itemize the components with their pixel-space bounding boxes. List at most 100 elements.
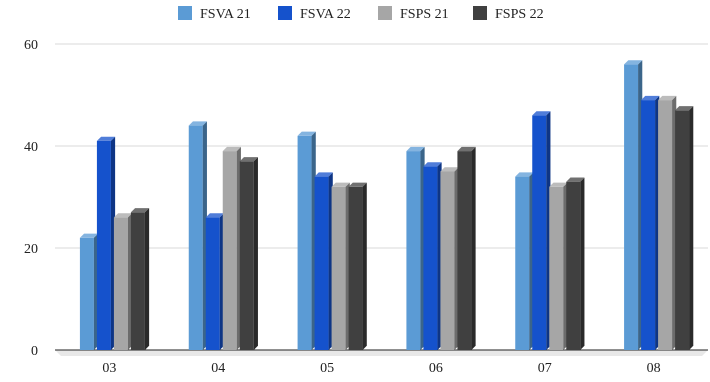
x-tick-label: 07 xyxy=(538,361,552,376)
bar xyxy=(515,172,534,350)
bar-top xyxy=(205,213,224,218)
bar-front xyxy=(406,151,421,350)
bar xyxy=(549,182,568,350)
bar-top xyxy=(406,146,425,152)
legend-swatch xyxy=(473,6,487,20)
bar-front xyxy=(624,64,639,351)
bar xyxy=(348,182,367,350)
bar-front xyxy=(348,186,363,350)
bar-top xyxy=(331,182,350,187)
bar xyxy=(79,233,99,350)
bar-top xyxy=(566,177,585,182)
bar-top xyxy=(549,182,568,187)
bar-front xyxy=(314,176,329,350)
bar-side xyxy=(471,146,476,350)
bar-side xyxy=(689,106,694,350)
bar-top xyxy=(348,182,367,187)
x-tick-label: 05 xyxy=(320,361,334,376)
bar-side xyxy=(580,177,585,350)
bar-front xyxy=(566,181,581,350)
legend-swatch xyxy=(378,6,392,20)
bar xyxy=(566,177,585,350)
bar xyxy=(188,121,207,351)
bar-front xyxy=(297,135,312,350)
bar-side xyxy=(253,157,258,350)
bar-top xyxy=(675,106,694,111)
bar xyxy=(113,213,133,350)
bar xyxy=(314,172,333,350)
x-tick-label: 03 xyxy=(102,361,116,376)
bar-front xyxy=(423,166,438,350)
bar-top xyxy=(515,172,534,177)
bar xyxy=(130,208,150,350)
chart-floor xyxy=(55,350,708,356)
bar xyxy=(331,182,350,350)
bar-top xyxy=(297,131,316,136)
axes: 0 20 40 60 03 04 05 06 07 08 xyxy=(24,38,708,376)
bar xyxy=(239,157,258,350)
bar-top xyxy=(532,111,551,116)
bar xyxy=(440,167,459,350)
legend-item: FSVA 21 xyxy=(178,6,251,22)
y-tick-label: 60 xyxy=(24,38,38,53)
bars xyxy=(79,60,694,351)
bar-front xyxy=(188,125,203,350)
bar xyxy=(675,106,694,350)
y-tick-label: 20 xyxy=(24,242,38,257)
bar-top xyxy=(188,121,207,126)
bar xyxy=(96,136,116,350)
x-tick-label: 08 xyxy=(647,361,661,376)
bar-front xyxy=(96,140,111,350)
bar-front xyxy=(79,237,94,350)
bar-front xyxy=(457,151,472,350)
bar xyxy=(457,146,476,350)
bar xyxy=(624,60,643,351)
bar-front xyxy=(130,212,145,350)
bar-front xyxy=(658,100,673,350)
legend-swatch xyxy=(278,6,292,20)
bar-top xyxy=(440,167,459,172)
bar-front xyxy=(239,161,254,350)
bar-top xyxy=(113,213,133,218)
legend-item: FSPS 21 xyxy=(378,6,449,22)
bar-front xyxy=(515,176,530,350)
bar-top xyxy=(624,60,643,65)
bar-front xyxy=(641,100,656,350)
legend-label: FSPS 21 xyxy=(400,7,449,22)
bar-front xyxy=(331,186,346,350)
bar-side xyxy=(144,208,150,350)
bar-top xyxy=(314,172,333,177)
legend-label: FSVA 21 xyxy=(200,7,251,22)
bar-front xyxy=(675,110,690,350)
bar xyxy=(406,146,425,350)
bar-front xyxy=(113,217,128,350)
x-tick-label: 04 xyxy=(211,361,225,376)
bar xyxy=(658,95,677,351)
bar-front xyxy=(205,217,220,350)
bar-top xyxy=(222,146,241,152)
bar-top xyxy=(130,208,150,213)
legend-item: FSVA 22 xyxy=(278,6,351,22)
gridlines xyxy=(55,43,708,249)
bar-front xyxy=(222,151,237,350)
bar xyxy=(205,213,224,350)
x-tick-label: 06 xyxy=(429,361,443,376)
bar-top xyxy=(641,95,660,101)
bar xyxy=(423,162,442,350)
bar-front xyxy=(440,171,455,350)
bar xyxy=(532,111,551,351)
legend-swatch xyxy=(178,6,192,20)
legend-label: FSPS 22 xyxy=(495,7,544,22)
bar-top xyxy=(423,162,442,167)
bar-top xyxy=(79,233,99,238)
y-tick-label: 40 xyxy=(24,140,38,155)
legend-label: FSVA 22 xyxy=(300,7,351,22)
y-tick-label: 0 xyxy=(31,344,38,359)
bar xyxy=(222,146,241,350)
legend-item: FSPS 22 xyxy=(473,6,544,22)
bar xyxy=(297,131,316,350)
bar-top xyxy=(239,157,258,162)
legend: FSVA 21 FSVA 22 FSPS 21 FSPS 22 xyxy=(178,6,544,22)
